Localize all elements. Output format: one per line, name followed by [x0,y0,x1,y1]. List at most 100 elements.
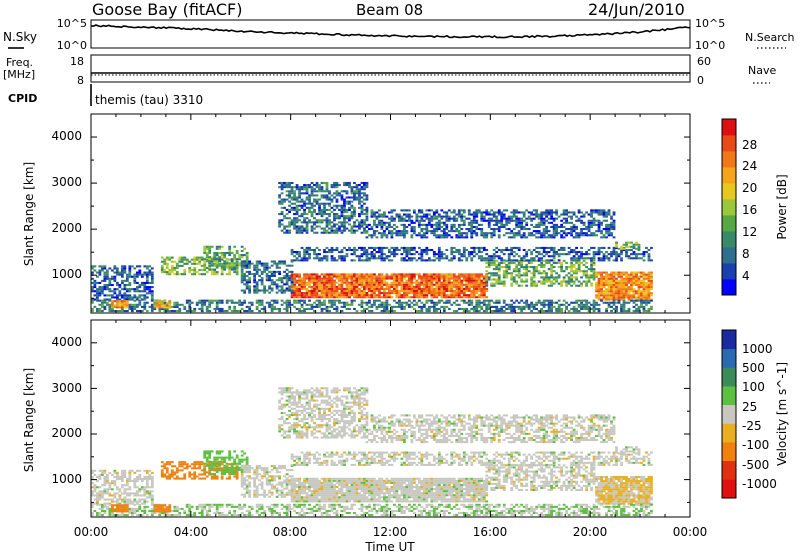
power-colorbar-cells-swatch-9 [722,135,736,152]
power-cell-3890 [562,225,566,229]
power-cell-3048 [333,231,336,234]
power-cell-4029 [607,230,611,233]
power-cell-1082 [557,276,561,279]
power-cell-2522 [507,259,511,262]
power-cell-433 [388,296,391,299]
power-cell-2653 [597,257,601,260]
power-cell-63 [303,275,306,278]
power-cell-4531 [467,310,471,313]
power-cell-4765 [632,310,636,313]
power-cell-3855 [550,211,554,214]
power-cell-2687 [615,246,618,249]
power-cell-2425 [437,248,441,252]
power-cell-839 [480,287,484,290]
power-cell-3976 [590,211,593,214]
power-cell-534 [410,279,414,282]
power-cell-2313 [370,253,374,256]
power-cell-2137 [278,279,281,282]
power-cell-3076 [335,190,339,193]
power-cell-4632 [535,307,539,311]
power-cell-4676 [562,299,566,302]
power-cell-1875 [123,298,127,301]
power-colorbar-cells-swatch-0 [722,279,736,296]
power-cell-1207 [597,279,601,282]
power-cell-3808 [537,213,541,216]
power-cell-2055 [255,291,259,294]
power-cell-2842 [295,188,299,191]
power-cell-4062 [98,303,102,306]
power-cell-2755 [280,186,284,189]
power-cell-296 [355,281,359,284]
power-cell-3063 [335,231,339,234]
power-cell-114 [315,285,319,288]
power-cell-88 [310,292,314,295]
power-cell-3468 [435,236,439,239]
power-cell-4666 [555,301,559,304]
power-cell-1862 [118,273,122,276]
power-cell-4028 [607,232,611,235]
power-cell-1958 [143,281,147,284]
power-cell-950 [512,276,516,279]
power-cell-4268 [258,303,262,306]
power-cell-1158 [585,280,588,283]
power-cell-1986 [150,292,154,295]
power-cell-600 [425,277,429,280]
power-cell-3893 [562,213,566,216]
power-cell-1788 [98,269,102,272]
power-cell-775 [465,279,469,282]
power-cell-4732 [605,301,608,304]
power-cell-4586 [500,307,504,311]
power-cell-2726 [647,259,651,262]
power-cell-4806 [115,300,119,303]
power-cell-3709 [507,221,511,224]
power-cell-1783 [98,288,102,291]
power-cell-3602 [472,213,476,216]
power-cell-3314 [385,234,389,237]
power-cell-443 [390,292,394,295]
power-cell-527 [410,296,414,299]
power-cell-1513 [173,260,177,263]
power-cell-71 [305,281,309,284]
power-cell-188 [330,275,334,278]
power-cell-1885 [123,267,127,270]
power-cell-1302 [615,271,618,274]
power-cell-1913 [130,275,134,278]
power-cell-1683 [220,266,224,269]
power-cell-2899 [305,198,309,201]
power-cell-1904 [128,275,132,278]
power-cell-962 [517,284,521,287]
power-cell-2606 [565,253,569,256]
power-cell-1192 [595,286,598,289]
power-cell-2594 [555,253,559,256]
power-cell-1055 [547,276,551,279]
power-cell-4068 [100,299,104,302]
power-cell-2362 [400,253,404,256]
power-cell-1640 [203,247,207,250]
power-cell-3816 [540,215,544,218]
power-cell-1106 [567,282,571,285]
power-cell-424 [385,294,389,297]
power-cell-4250 [240,301,244,304]
power-cell-4189 [195,301,199,304]
power-cell-4637 [537,299,541,302]
power-cell-2228 [315,255,319,258]
power-cell-2445 [452,251,456,254]
power-cell-2610 [570,259,573,262]
power-cell-4527 [462,299,466,302]
power-cell-3012 [325,208,329,211]
power-cell-1045 [545,280,549,283]
power-cell-2856 [298,192,301,195]
power-cell-4072 [103,299,107,302]
power-cell-1314 [617,273,621,276]
power-cell-2907 [308,219,311,222]
power-cell-1478 [650,275,653,278]
power-cell-826 [477,289,481,293]
power-cell-4 [290,287,294,290]
power-cell-4497 [435,303,439,306]
power-cell-2224 [313,253,316,256]
power-cell-4329 [305,307,309,311]
power-cell-286 [353,277,356,280]
power-cell-938 [507,263,511,267]
power-cell-2293 [360,253,364,256]
power-cell-218 [338,277,341,280]
